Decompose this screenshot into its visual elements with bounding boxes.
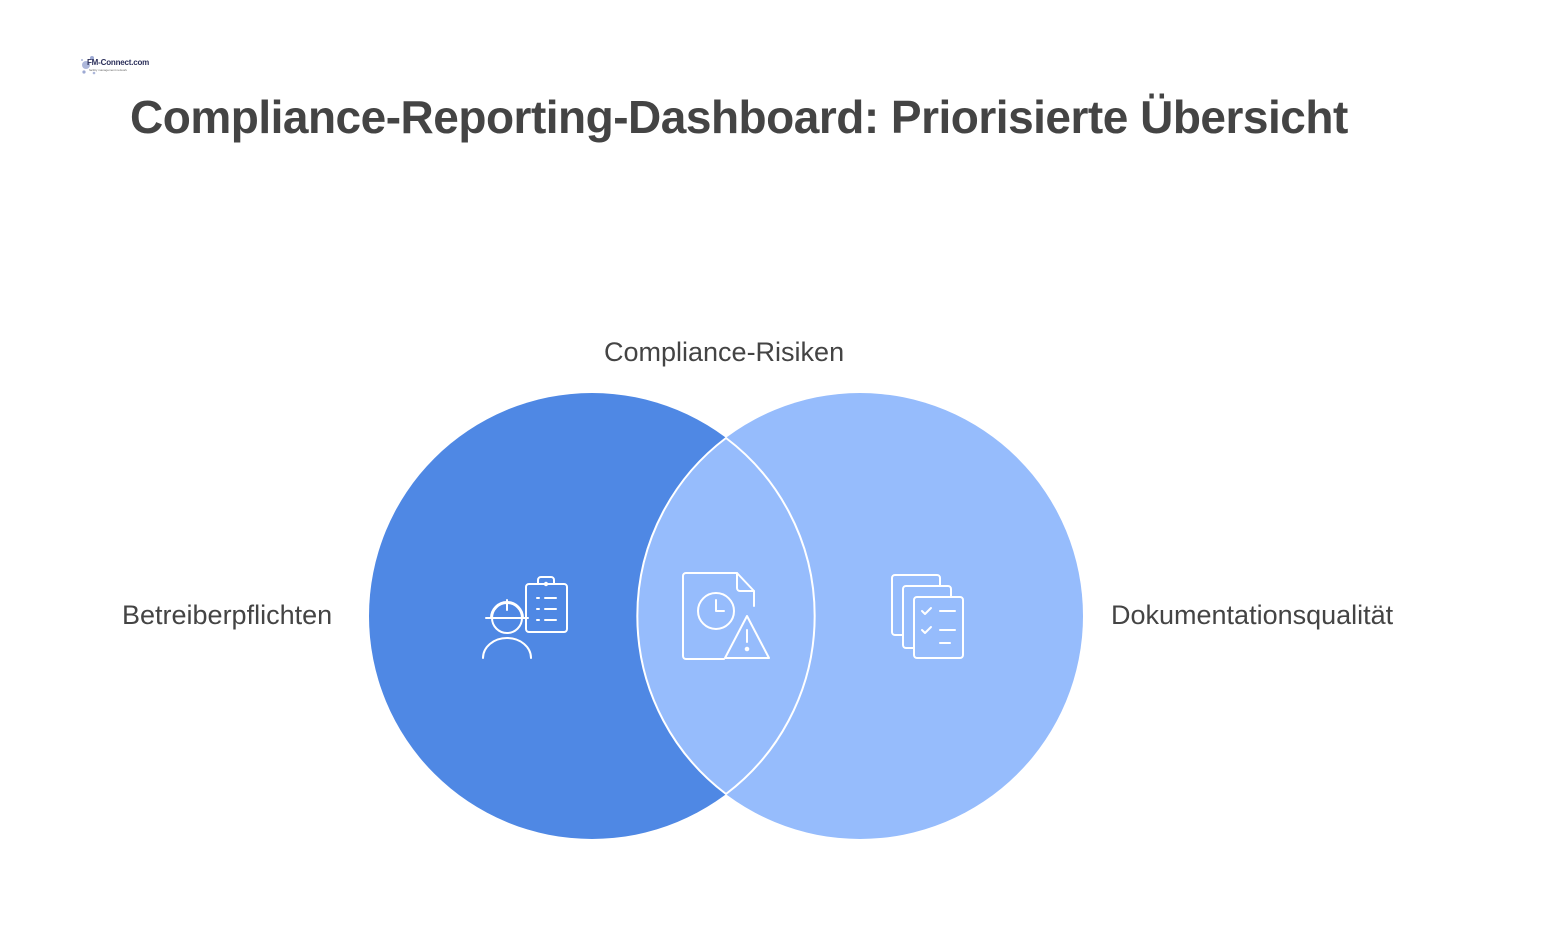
logo-tagline: facility management network <box>89 68 128 72</box>
worker-clipboard-icon <box>482 576 568 659</box>
logo-name: FM-Connect.com <box>87 58 150 67</box>
document-checklist-icon <box>891 574 964 659</box>
label-betreiberpflichten: Betreiberpflichten <box>122 600 333 630</box>
page-title: Compliance-Reporting-Dashboard: Priorisi… <box>130 91 1348 143</box>
logo: FM-Connect.com facility management netwo… <box>80 52 149 78</box>
label-dokumentationsqualitaet: Dokumentationsqualität <box>1111 600 1394 630</box>
label-compliance-risiken: Compliance-Risiken <box>604 337 845 367</box>
logo-splash-icon <box>81 56 96 75</box>
venn-intersection <box>637 393 815 839</box>
intersection-outline <box>636 436 816 796</box>
document-warning-icon <box>682 572 770 660</box>
